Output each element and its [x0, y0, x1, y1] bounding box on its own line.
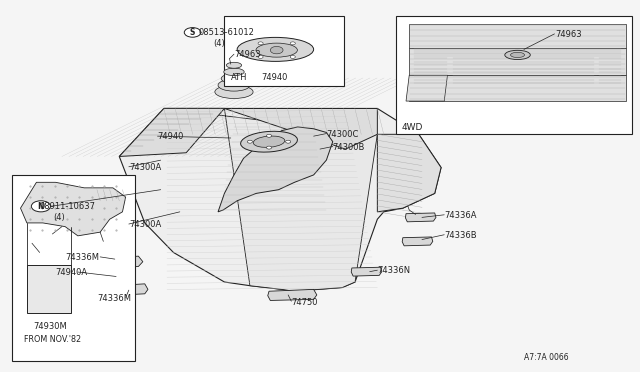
Polygon shape: [218, 127, 333, 212]
Ellipse shape: [218, 79, 250, 91]
Polygon shape: [406, 75, 447, 101]
Polygon shape: [378, 134, 441, 212]
Polygon shape: [108, 256, 143, 268]
Text: A7:7A 0066: A7:7A 0066: [524, 353, 568, 362]
Circle shape: [290, 55, 295, 58]
Ellipse shape: [227, 62, 242, 68]
Text: 08513-61012: 08513-61012: [199, 28, 255, 37]
Ellipse shape: [237, 38, 314, 61]
Polygon shape: [119, 109, 225, 157]
Circle shape: [31, 201, 51, 212]
Text: 74940A: 74940A: [56, 268, 88, 277]
Ellipse shape: [215, 85, 253, 99]
Circle shape: [184, 28, 201, 37]
Circle shape: [270, 46, 283, 54]
Ellipse shape: [511, 52, 525, 58]
Circle shape: [258, 42, 263, 45]
Circle shape: [285, 140, 291, 143]
Text: 08911-10637: 08911-10637: [40, 202, 95, 211]
Text: 74336M: 74336M: [97, 294, 131, 303]
Text: 74940: 74940: [261, 73, 288, 81]
Text: (4): (4): [213, 39, 225, 48]
Polygon shape: [268, 289, 317, 301]
Polygon shape: [164, 109, 378, 149]
Text: 74336A: 74336A: [444, 211, 477, 220]
Ellipse shape: [256, 43, 298, 57]
Text: ATH: ATH: [231, 73, 247, 81]
Circle shape: [127, 288, 133, 292]
Text: 74300A: 74300A: [129, 220, 161, 229]
Ellipse shape: [224, 68, 244, 76]
Circle shape: [115, 275, 121, 278]
Ellipse shape: [228, 46, 240, 49]
Polygon shape: [164, 109, 378, 291]
Polygon shape: [405, 213, 436, 222]
Circle shape: [290, 42, 295, 45]
Polygon shape: [20, 182, 125, 236]
Text: 74300C: 74300C: [326, 130, 359, 139]
Circle shape: [266, 146, 271, 149]
Text: S: S: [190, 28, 195, 37]
Polygon shape: [402, 237, 433, 246]
Ellipse shape: [253, 136, 285, 147]
Text: 74336N: 74336N: [378, 266, 410, 275]
Bar: [225, 16, 344, 86]
Text: 74940: 74940: [157, 132, 184, 141]
Polygon shape: [111, 284, 148, 295]
Text: 74300A: 74300A: [129, 163, 161, 172]
Text: (4): (4): [54, 213, 65, 222]
Polygon shape: [409, 23, 626, 48]
Ellipse shape: [241, 131, 298, 152]
Polygon shape: [351, 267, 382, 276]
Circle shape: [122, 260, 129, 264]
Bar: [396, 16, 632, 134]
Text: 74300B: 74300B: [333, 143, 365, 152]
Text: 74750: 74750: [291, 298, 318, 307]
Text: N: N: [38, 202, 44, 211]
Bar: [12, 175, 135, 361]
Polygon shape: [409, 48, 626, 75]
Ellipse shape: [221, 74, 246, 83]
Circle shape: [258, 55, 263, 58]
Text: 74930M: 74930M: [33, 322, 67, 331]
Circle shape: [247, 140, 252, 143]
Text: 74963: 74963: [556, 30, 582, 39]
Polygon shape: [409, 75, 626, 101]
Polygon shape: [27, 265, 72, 313]
Text: 74336B: 74336B: [444, 231, 477, 240]
Polygon shape: [119, 109, 441, 291]
Circle shape: [266, 134, 271, 137]
Text: 74336M: 74336M: [65, 253, 99, 263]
Ellipse shape: [505, 50, 531, 60]
Text: 4WD: 4WD: [401, 123, 423, 132]
Text: 74963: 74963: [234, 51, 260, 60]
Polygon shape: [412, 48, 623, 84]
Text: FROM NOV.'82: FROM NOV.'82: [24, 335, 81, 344]
